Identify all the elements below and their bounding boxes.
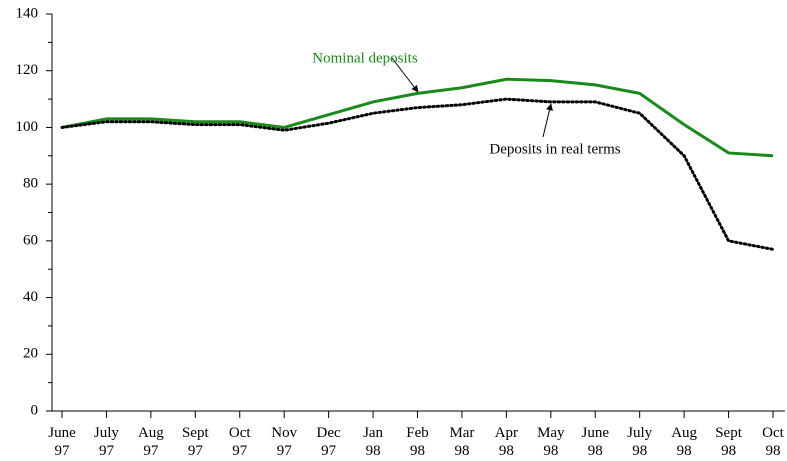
x-tick-label: July 98 (627, 425, 653, 459)
x-tick-label: Sept 98 (715, 425, 742, 459)
x-tick-label: Feb 98 (406, 425, 429, 459)
x-tick-label: Oct 98 (762, 425, 784, 459)
y-tick-label: 0 (31, 402, 39, 418)
series-line (61, 77, 774, 158)
y-tick-label: 140 (16, 5, 39, 21)
x-tick-label: Aug 98 (671, 425, 698, 459)
y-tick-label: 20 (23, 346, 38, 362)
x-tick-label: Sept 97 (181, 425, 209, 459)
y-tick-label: 80 (23, 176, 38, 192)
annotation: Deposits in real terms (489, 141, 620, 157)
x-tick-label: Apr 98 (494, 425, 519, 459)
y-tick-label: 40 (23, 289, 38, 305)
y-tick-label: 120 (16, 62, 39, 78)
annotation: Nominal deposits (312, 50, 418, 66)
x-tick-label: Dec 97 (316, 425, 341, 459)
arrow (391, 57, 419, 93)
x-tick-label: June 97 (48, 425, 76, 459)
x-tick-label: Nov 97 (271, 425, 298, 459)
series-line (60, 97, 775, 251)
x-tick-label: Mar 98 (449, 425, 475, 459)
x-tick-label: June 98 (581, 425, 610, 459)
y-tick-label: 60 (23, 232, 38, 248)
arrow (542, 103, 553, 138)
x-tick-label: May 98 (537, 425, 565, 459)
x-tick-label: July 97 (93, 425, 119, 459)
x-tick-label: Jan 98 (363, 425, 384, 459)
x-tick-label: Aug 97 (137, 425, 164, 459)
x-tick-label: Oct 97 (228, 425, 251, 459)
y-tick-label: 100 (16, 119, 39, 135)
